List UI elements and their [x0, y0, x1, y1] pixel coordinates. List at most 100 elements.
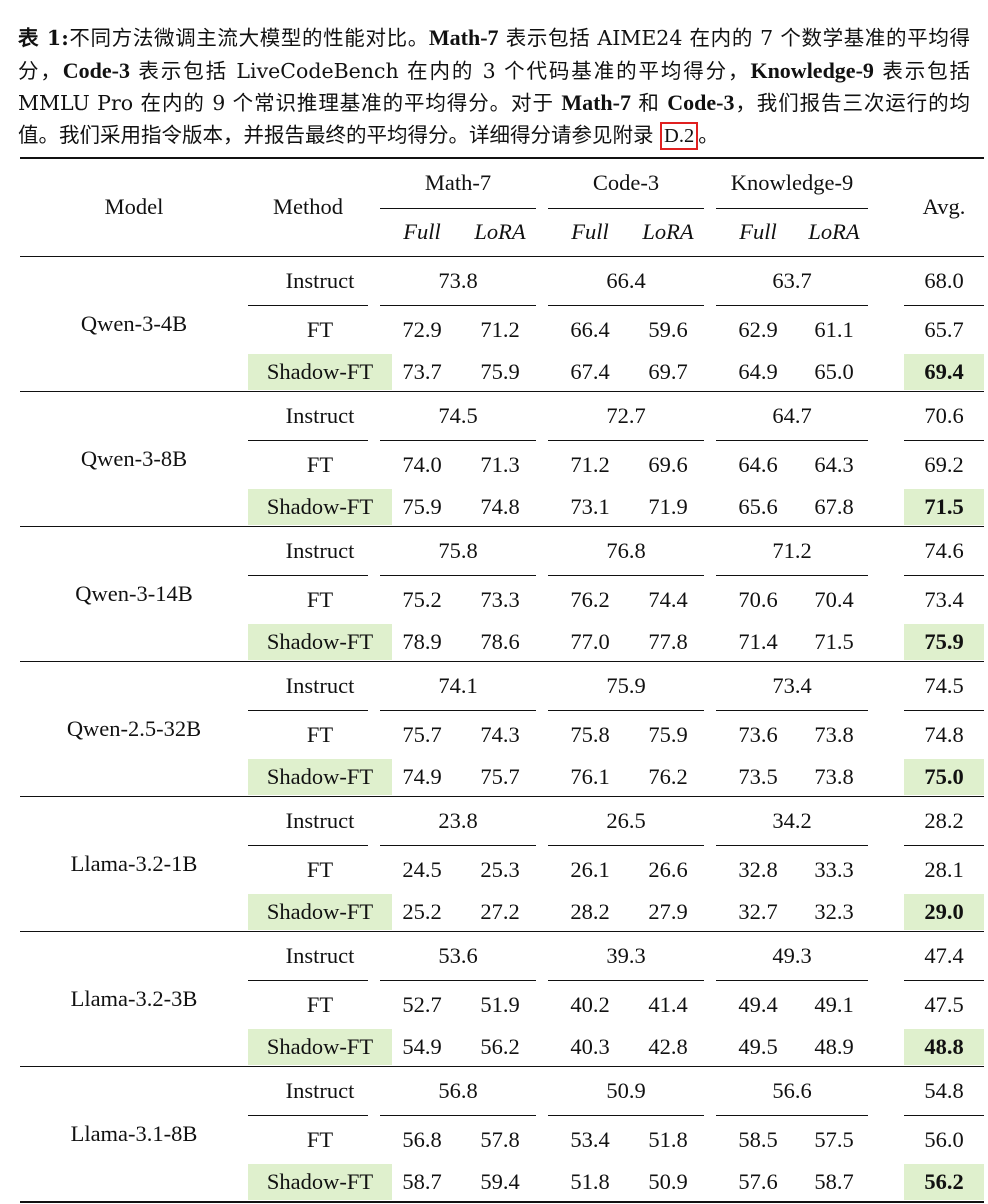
method-label: Instruct	[285, 402, 355, 428]
ft-math-lora: 74.3	[480, 721, 520, 747]
table-row-shadow-ft: Shadow-FT 73.7 75.9 67.4 69.7 64.9 65.0 69.4	[20, 354, 984, 392]
instruct-knowledge: 73.4	[716, 661, 868, 711]
caption-label: 表 1:	[18, 26, 69, 50]
shadow-math-full: 73.7	[402, 359, 442, 384]
method-label: FT	[306, 586, 334, 612]
ft-know-full: 62.9	[738, 316, 778, 342]
shadow-math-lora: 75.7	[480, 764, 520, 789]
instruct-knowledge: 63.7	[716, 256, 868, 306]
shadow-know-full: 64.9	[738, 359, 778, 384]
ft-know-full: 58.5	[738, 1126, 778, 1152]
appendix-ref-link[interactable]: D.2	[660, 121, 699, 150]
caption-math-2: Math-7	[561, 90, 631, 115]
shadow-code-full: 76.1	[570, 764, 610, 789]
ft-code-full: 76.2	[570, 586, 610, 612]
table-row-ft: FT 75.2 73.3 76.2 74.4 70.6 70.4 73.4	[20, 575, 984, 624]
shadow-code-full: 73.1	[570, 494, 610, 519]
shadow-know-lora: 48.9	[814, 1034, 854, 1059]
shadow-know-lora: 73.8	[814, 764, 854, 789]
shadow-avg-cell: 71.5	[904, 489, 984, 527]
ft-math-full: 75.2	[402, 586, 442, 612]
shadow-code-lora: 77.8	[648, 629, 688, 654]
ft-code-lora: 26.6	[648, 856, 688, 882]
method-label: Shadow-FT	[248, 759, 392, 795]
best-avg-value: 48.8	[904, 1029, 984, 1065]
table-row-shadow-ft: Shadow-FT 25.2 27.2 28.2 27.9 32.7 32.3 29.0	[20, 894, 984, 932]
best-avg-value: 69.4	[904, 354, 984, 390]
ft-avg-cell: 56.0	[904, 1115, 984, 1164]
avg-value: 74.8	[924, 721, 964, 747]
caption-text-5: 和	[630, 91, 668, 115]
ft-code-full: 53.4	[570, 1126, 610, 1152]
caption-text-7: 。	[698, 122, 719, 147]
ft-code-lora: 59.6	[648, 316, 688, 342]
ft-math-lora: 57.8	[480, 1126, 520, 1152]
method-label: Shadow-FT	[248, 354, 392, 390]
shadow-know-full: 73.5	[738, 764, 778, 789]
table-body: Qwen-3-4B Instruct 73.8 66.4 63.7 68.0 FT 72.9 7…	[20, 256, 984, 1202]
ft-code-lora: 41.4	[648, 991, 688, 1017]
instruct-math: 75.8	[380, 526, 536, 576]
instruct-avg: 54.8	[904, 1066, 984, 1116]
model-name: Llama-3.1-8B	[70, 1120, 198, 1146]
method-cell: Instruct	[248, 1066, 368, 1116]
instruct-code: 66.4	[548, 256, 704, 306]
table-row-instruct: Llama-3.2-3B Instruct 53.6 39.3 49.3 47.4	[20, 931, 984, 1011]
method-cell: Shadow-FT	[248, 759, 392, 797]
shadow-math-full: 58.7	[402, 1169, 442, 1194]
shadow-know-lora: 65.0	[814, 359, 854, 384]
table-row-shadow-ft: Shadow-FT 54.9 56.2 40.3 42.8 49.5 48.9 48.8	[20, 1029, 984, 1067]
best-avg-value: 29.0	[904, 894, 984, 930]
instruct-avg: 68.0	[904, 256, 984, 306]
best-avg-value: 75.0	[904, 759, 984, 795]
ft-code-lora: 75.9	[648, 721, 688, 747]
ft-know-full: 32.8	[738, 856, 778, 882]
ft-avg-cell: 69.2	[904, 440, 984, 489]
ft-math-full: 75.7	[402, 721, 442, 747]
shadow-know-full: 32.7	[738, 899, 778, 924]
method-cell: Instruct	[248, 256, 368, 306]
shadow-math-lora: 59.4	[480, 1169, 520, 1194]
table-row-instruct: Qwen-3-4B Instruct 73.8 66.4 63.7 68.0	[20, 256, 984, 336]
subheader-code-full: Full	[571, 219, 609, 244]
shadow-know-full: 57.6	[738, 1169, 778, 1194]
shadow-know-lora: 32.3	[814, 899, 854, 924]
method-cell: Instruct	[248, 526, 368, 576]
ft-math-full: 56.8	[402, 1126, 442, 1152]
table-row-instruct: Qwen-2.5-32B Instruct 74.1 75.9 73.4 74.5	[20, 661, 984, 741]
method-label: Shadow-FT	[248, 1164, 392, 1200]
method-cell: Shadow-FT	[248, 894, 392, 932]
table-row-shadow-ft: Shadow-FT 58.7 59.4 51.8 50.9 57.6 58.7 56.2	[20, 1164, 984, 1202]
method-cell: FT	[248, 710, 368, 759]
model-name: Qwen-3-4B	[80, 310, 188, 336]
ft-math-lora: 51.9	[480, 991, 520, 1017]
caption-text-4: 表示包括 MMLU Pro 在内的 9 个常识推理基准的平均得分。对于	[18, 58, 970, 116]
instruct-code: 76.8	[548, 526, 704, 576]
subheader-know-lora: LoRA	[808, 219, 860, 244]
table-row-ft: FT 74.0 71.3 71.2 69.6 64.6 64.3 69.2	[20, 440, 984, 489]
method-label: Shadow-FT	[248, 489, 392, 525]
shadow-avg-cell: 75.0	[904, 759, 984, 797]
shadow-code-full: 51.8	[570, 1169, 610, 1194]
shadow-math-full: 78.9	[402, 629, 442, 654]
ft-math-lora: 73.3	[480, 586, 520, 612]
ft-code-full: 66.4	[570, 316, 610, 342]
method-label: Instruct	[285, 942, 355, 968]
shadow-avg-cell: 69.4	[904, 354, 984, 392]
ft-avg-cell: 73.4	[904, 575, 984, 624]
header-code: Code-3	[548, 158, 704, 209]
ft-code-full: 71.2	[570, 451, 610, 477]
ft-code-lora: 51.8	[648, 1126, 688, 1152]
method-label: FT	[306, 991, 334, 1017]
instruct-math: 74.5	[380, 391, 536, 441]
shadow-avg-cell: 56.2	[904, 1164, 984, 1202]
header-avg: Avg.	[922, 194, 966, 220]
shadow-code-lora: 76.2	[648, 764, 688, 789]
shadow-math-full: 74.9	[402, 764, 442, 789]
ft-know-lora: 73.8	[814, 721, 854, 747]
shadow-know-full: 71.4	[738, 629, 778, 654]
subheader-know-full: Full	[739, 219, 777, 244]
instruct-code: 39.3	[548, 931, 704, 981]
avg-value: 73.4	[924, 586, 964, 612]
shadow-avg-cell: 29.0	[904, 894, 984, 932]
